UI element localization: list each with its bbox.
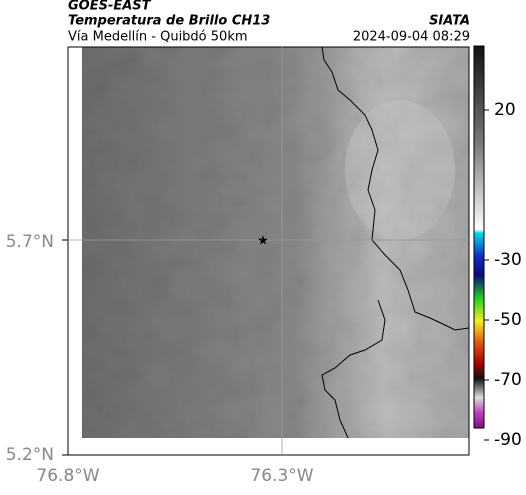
location-marker: ★ (257, 234, 269, 249)
title: GOES-EAST (68, 0, 152, 14)
colorbar-label: -30 (494, 250, 522, 270)
colorbar-label: -50 (494, 310, 522, 330)
boundary (321, 47, 469, 331)
satellite-image (82, 47, 469, 438)
subtitle: Temperatura de Brillo CH13 (68, 14, 270, 29)
map-frame (67, 46, 470, 456)
colorbar-label: 20 (494, 100, 516, 120)
source: SIATA (429, 14, 470, 29)
route: Vía Medellín - Quibdó 50km (68, 30, 248, 45)
lat-label: 5.2°N (6, 445, 54, 465)
colorbar-label: -90 (494, 430, 522, 450)
colorbar-label: -70 (494, 370, 522, 390)
lon-label: 76.8°W (36, 466, 99, 486)
colorbar (473, 45, 485, 429)
colorbar-ticks: 20 -30 -50 -70 -90 (484, 100, 522, 450)
lon-label: 76.3°W (250, 466, 313, 486)
cloud (345, 100, 455, 240)
timestamp: 2024-09-04 08:29 (353, 30, 470, 45)
boundary (321, 299, 386, 438)
lat-label: 5.7°N (6, 232, 54, 252)
